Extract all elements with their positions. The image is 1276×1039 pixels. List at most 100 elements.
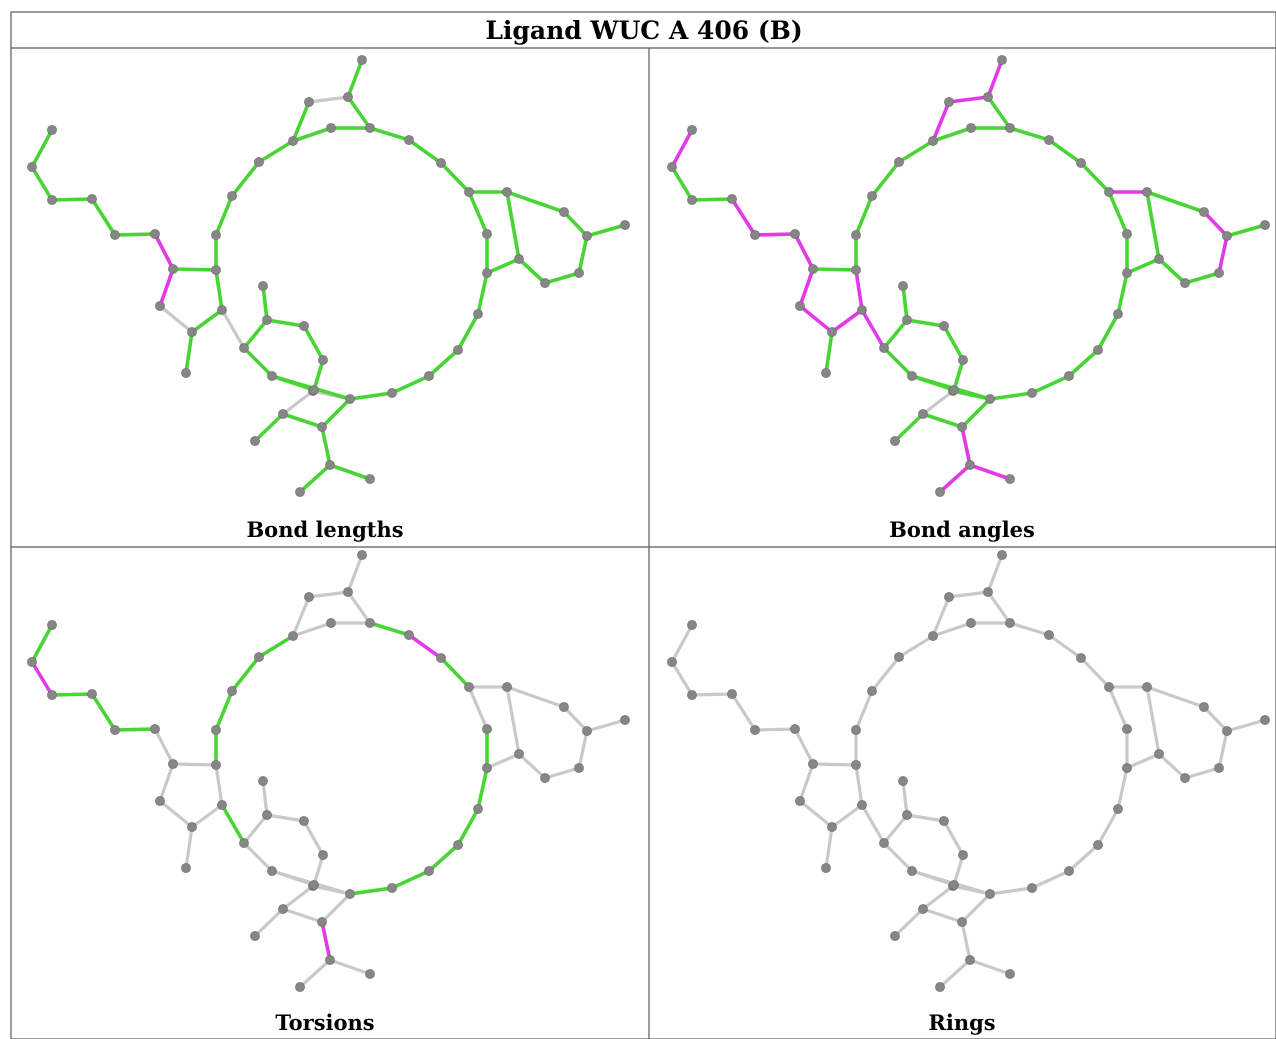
bond-ok <box>1125 257 1161 275</box>
bond-ok <box>476 766 489 811</box>
atom-43 <box>343 587 353 597</box>
atom-10 <box>217 800 227 810</box>
atom-44 <box>357 55 367 65</box>
bond-neutral <box>942 819 965 857</box>
atom-47 <box>1199 702 1209 712</box>
atom-0 <box>47 125 57 135</box>
bond-neutral <box>1047 633 1083 660</box>
bond-ok <box>171 267 218 272</box>
bond-neutral <box>467 685 489 731</box>
atom-25 <box>1064 866 1074 876</box>
atom-31 <box>957 917 967 927</box>
outer-border <box>10 11 1276 1039</box>
bond-ok <box>690 197 734 202</box>
bond-neutral <box>670 660 694 697</box>
atom-3 <box>87 194 97 204</box>
bond-ok <box>390 869 431 890</box>
bond-neutral <box>320 892 352 924</box>
atom-46 <box>514 254 524 264</box>
atom-16 <box>326 618 336 628</box>
atom-42 <box>304 97 314 107</box>
bond-ok <box>1183 271 1221 285</box>
bond-neutral <box>1107 685 1129 731</box>
bond-neutral <box>811 762 858 767</box>
atom-45 <box>1142 187 1152 197</box>
atom-10 <box>217 305 227 315</box>
atom-50 <box>574 763 584 773</box>
bond-ok <box>230 160 261 198</box>
atom-51 <box>540 773 550 783</box>
bond-outlier <box>968 463 1012 481</box>
bond-ok <box>960 397 992 429</box>
atom-49 <box>1260 715 1270 725</box>
atom-40 <box>958 850 968 860</box>
bond-ok <box>30 128 54 169</box>
atom-12 <box>851 230 861 240</box>
atom-25 <box>1064 371 1074 381</box>
bond-neutral <box>291 595 311 638</box>
bond-neutral <box>860 803 886 845</box>
atom-21 <box>482 724 492 734</box>
bond-neutral <box>897 634 935 659</box>
bond-neutral <box>901 779 909 817</box>
bond-neutral <box>968 958 1012 976</box>
atom-15 <box>928 631 938 641</box>
bond-ok <box>257 634 295 659</box>
atom-50 <box>1214 268 1224 278</box>
atom-27 <box>985 889 995 899</box>
bond-ok <box>1067 348 1100 378</box>
atom-26 <box>1027 883 1037 893</box>
atom-40 <box>318 355 328 365</box>
bond-neutral <box>1145 685 1206 709</box>
atom-9 <box>821 863 831 873</box>
panel-grid <box>10 11 1276 1039</box>
bond-neutral <box>921 907 964 924</box>
atom-5 <box>150 229 160 239</box>
bond-neutral <box>505 685 521 756</box>
bond-ok <box>281 412 324 429</box>
bond-neutral <box>1096 807 1120 847</box>
bond-ok <box>882 318 909 350</box>
atom-39 <box>939 321 949 331</box>
bond-ok <box>50 197 94 202</box>
bond-neutral <box>543 766 581 780</box>
atom-20 <box>1104 187 1114 197</box>
atom-37 <box>262 315 272 325</box>
molecule-rings <box>667 550 1270 992</box>
atom-7 <box>795 301 805 311</box>
bond-neutral <box>690 692 734 697</box>
atom-6 <box>808 264 818 274</box>
atom-35 <box>907 866 917 876</box>
bond-outlier <box>753 232 797 237</box>
bond-outlier <box>670 128 694 169</box>
atom-45 <box>1142 682 1152 692</box>
bond-ok <box>1107 190 1129 236</box>
atom-13 <box>867 191 877 201</box>
bond-ok <box>543 271 581 285</box>
atom-49 <box>620 220 630 230</box>
atom-44 <box>997 55 1007 65</box>
bond-outlier <box>860 308 886 350</box>
bond-neutral <box>670 623 694 664</box>
atom-8 <box>187 822 197 832</box>
atom-2 <box>687 195 697 205</box>
bond-ok <box>270 374 316 392</box>
atom-48 <box>1222 726 1232 736</box>
bond-neutral <box>328 958 372 976</box>
atom-35 <box>907 371 917 381</box>
figure-title: Ligand WUC A 406 (B) <box>485 16 802 45</box>
atom-12 <box>211 230 221 240</box>
atom-19 <box>1076 158 1086 168</box>
atom-19 <box>436 653 446 663</box>
atom-46 <box>514 749 524 759</box>
atom-23 <box>1113 804 1123 814</box>
bond-neutral <box>265 813 306 823</box>
molecule-torsions <box>27 550 630 992</box>
atom-24 <box>1093 345 1103 355</box>
atom-10 <box>857 305 867 315</box>
atom-14 <box>254 652 264 662</box>
atom-17 <box>1005 123 1015 133</box>
bond-outlier <box>407 633 443 660</box>
bond-ok <box>261 284 269 322</box>
bond-ok <box>1008 126 1051 142</box>
